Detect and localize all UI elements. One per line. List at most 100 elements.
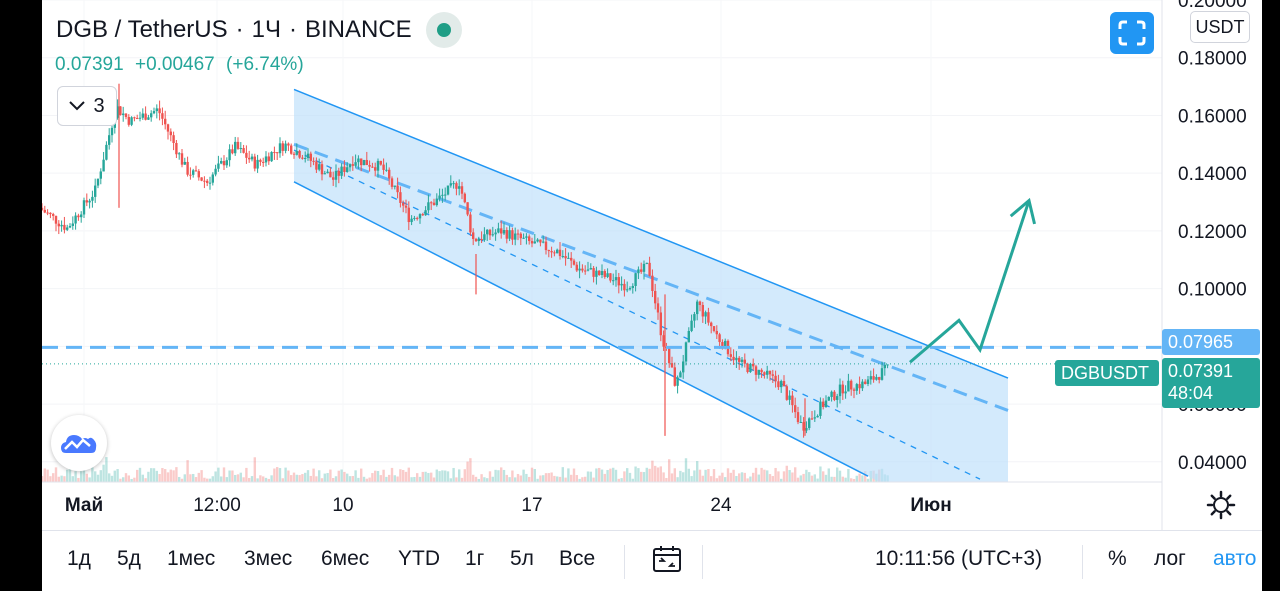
candle-body bbox=[460, 186, 464, 194]
volume-bar bbox=[810, 475, 814, 482]
log-scale-toggle[interactable]: лог bbox=[1154, 547, 1186, 570]
volume-bar bbox=[194, 477, 198, 482]
candle-body bbox=[721, 342, 724, 349]
market-status-badge[interactable] bbox=[425, 12, 462, 48]
candle-body bbox=[802, 421, 805, 431]
symbol-header[interactable]: DGB / TetherUS · 1Ч · BINANCE bbox=[56, 12, 462, 48]
volume-bar bbox=[292, 472, 296, 482]
percent-scale-toggle[interactable]: % bbox=[1108, 547, 1127, 570]
toolbar-divider bbox=[702, 545, 703, 579]
auto-scale-toggle[interactable]: авто bbox=[1213, 547, 1257, 570]
price-chart[interactable]: 0.20000 0.18000 0.16000 0.14000 0.12000 0.100… bbox=[0, 0, 1262, 530]
candle-body bbox=[180, 153, 184, 165]
candle-body bbox=[673, 367, 676, 386]
volume-bar bbox=[774, 467, 777, 482]
candle-body bbox=[572, 260, 576, 265]
volume-bar bbox=[757, 474, 760, 482]
candle-body bbox=[57, 223, 60, 227]
candle-body bbox=[320, 164, 324, 175]
candle-body bbox=[808, 418, 811, 429]
volume-bar bbox=[553, 475, 556, 482]
candle-body bbox=[354, 162, 357, 166]
range-button-3m[interactable]: 3мес bbox=[244, 547, 293, 570]
candle-body bbox=[66, 227, 69, 230]
channel-upper-line bbox=[293, 88, 1009, 379]
volume-bar bbox=[749, 476, 752, 482]
candle-body bbox=[421, 214, 424, 216]
candle-body bbox=[553, 252, 556, 254]
volume-bar bbox=[382, 469, 385, 482]
volume-bar bbox=[460, 477, 464, 482]
tradingview-logo-button[interactable] bbox=[51, 415, 107, 471]
volume-bar bbox=[60, 475, 63, 482]
volume-bar bbox=[94, 471, 97, 482]
candle-body bbox=[446, 185, 450, 195]
volume-bar bbox=[732, 469, 735, 482]
volume-bar bbox=[430, 472, 433, 482]
range-button-5d[interactable]: 5д bbox=[117, 547, 141, 570]
candle-body bbox=[376, 160, 380, 171]
range-button-ytd[interactable]: YTD bbox=[398, 547, 440, 570]
candle-body bbox=[777, 381, 780, 388]
volume-bar bbox=[463, 469, 466, 482]
candle-body bbox=[273, 152, 276, 154]
candle-body bbox=[866, 379, 870, 384]
range-button-all[interactable]: Все bbox=[559, 547, 596, 570]
candle-body bbox=[710, 322, 713, 327]
volume-bar bbox=[236, 474, 240, 482]
range-button-5y[interactable]: 5л bbox=[510, 547, 534, 570]
candle-body bbox=[449, 183, 452, 186]
volume-bar bbox=[214, 471, 217, 482]
currency-selector[interactable]: USDT bbox=[1190, 11, 1250, 43]
candle-body bbox=[796, 412, 800, 423]
volume-bar bbox=[760, 467, 763, 482]
channel-lower-line bbox=[293, 181, 869, 477]
indicators-toggle-button[interactable]: 3 bbox=[57, 86, 117, 126]
volume-bar bbox=[416, 473, 419, 482]
candle-body bbox=[245, 152, 248, 158]
range-button-1m[interactable]: 1мес bbox=[167, 547, 216, 570]
last-price-tag-value: 0.07391 bbox=[1168, 361, 1234, 381]
volume-bar bbox=[662, 472, 665, 482]
fullscreen-button[interactable] bbox=[1110, 12, 1154, 54]
toolbar-divider bbox=[1082, 545, 1083, 579]
clock-timezone-button[interactable]: 10:11:56 (UTC+3) bbox=[875, 547, 1043, 570]
volume-bar bbox=[570, 474, 573, 482]
volume-bar bbox=[407, 467, 410, 482]
candle-body bbox=[270, 152, 273, 162]
volume-bar bbox=[827, 468, 830, 482]
volume-bar bbox=[698, 469, 702, 482]
volume-bar bbox=[231, 470, 234, 482]
volume-bar bbox=[71, 476, 74, 482]
range-button-1d[interactable]: 1д bbox=[67, 547, 91, 570]
candle-body bbox=[502, 230, 506, 234]
candle-body bbox=[606, 273, 609, 277]
candle-body bbox=[875, 377, 878, 380]
volume-bar bbox=[250, 476, 254, 482]
volume-bar bbox=[393, 475, 396, 482]
volume-bar bbox=[340, 469, 343, 482]
candle-body bbox=[693, 314, 696, 321]
candle-body bbox=[474, 238, 478, 242]
volume-bar bbox=[768, 474, 772, 482]
volume-bar bbox=[200, 470, 203, 482]
volume-bar bbox=[225, 477, 228, 482]
candle-body bbox=[732, 356, 735, 361]
volume-bar bbox=[155, 470, 158, 482]
volume-bar bbox=[802, 473, 805, 482]
volume-bar bbox=[701, 475, 704, 482]
chart-settings-button[interactable] bbox=[1206, 490, 1236, 520]
range-button-6m[interactable]: 6мес bbox=[321, 547, 370, 570]
candle-body bbox=[536, 239, 539, 242]
go-to-date-button[interactable] bbox=[652, 545, 682, 579]
candle-body bbox=[861, 381, 864, 389]
candle-body bbox=[203, 180, 206, 182]
range-button-1y[interactable]: 1г bbox=[465, 547, 485, 570]
candle-body bbox=[194, 170, 198, 172]
candle-body bbox=[292, 153, 296, 155]
candle-body bbox=[298, 150, 301, 158]
candle-body bbox=[346, 167, 349, 172]
candle-body bbox=[281, 143, 284, 151]
candle-body bbox=[782, 381, 786, 387]
volume-bar bbox=[808, 472, 811, 482]
